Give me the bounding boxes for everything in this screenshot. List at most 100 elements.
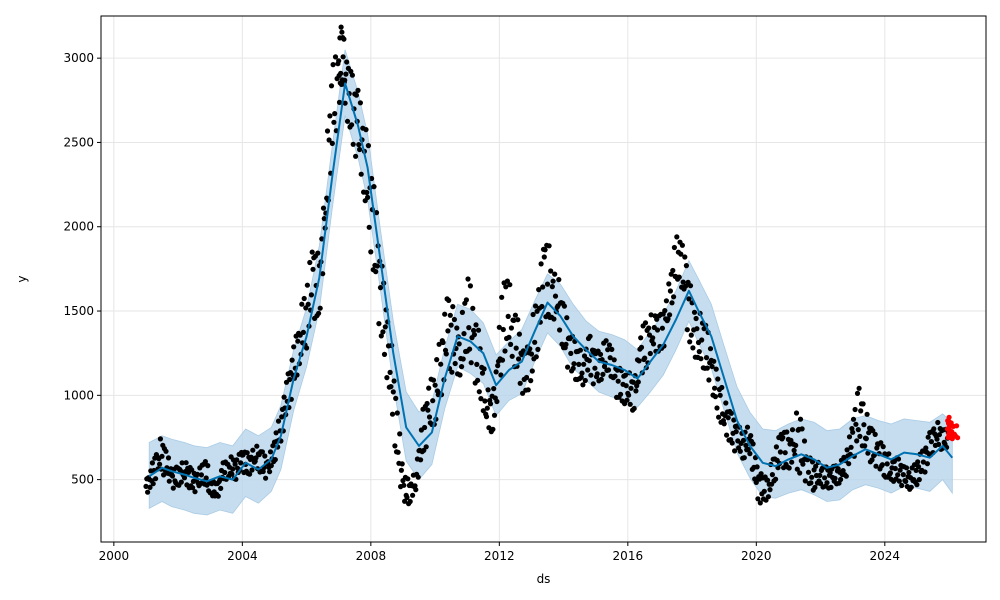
observed-point: [446, 297, 452, 303]
observed-point: [388, 384, 394, 390]
y-tick-label: 2000: [63, 220, 94, 234]
observed-point: [897, 467, 903, 473]
observed-point: [873, 463, 879, 469]
observed-point: [183, 460, 189, 466]
observed-point: [712, 385, 718, 391]
observed-point: [536, 287, 542, 293]
observed-point: [342, 77, 348, 83]
observed-point: [630, 379, 637, 385]
observed-point: [498, 372, 504, 378]
observed-point: [744, 424, 751, 430]
observed-point: [892, 465, 898, 472]
observed-point: [741, 455, 747, 461]
observed-point: [761, 488, 767, 494]
observed-point: [515, 317, 521, 323]
observed-point: [304, 282, 310, 288]
observed-point: [320, 205, 327, 211]
observed-point: [707, 346, 714, 352]
observed-point: [866, 430, 872, 436]
observed-point: [544, 281, 551, 287]
observed-point: [496, 324, 502, 330]
observed-point: [615, 378, 621, 384]
observed-point: [732, 448, 738, 454]
observed-point: [528, 378, 534, 384]
observed-points: [143, 24, 951, 507]
observed-point: [789, 427, 796, 433]
observed-point: [169, 473, 176, 479]
observed-point: [714, 405, 720, 411]
observed-point: [784, 429, 790, 435]
observed-point: [650, 341, 657, 347]
observed-point: [368, 249, 374, 255]
observed-point: [327, 113, 333, 119]
observed-point: [532, 339, 538, 345]
observed-point: [404, 494, 410, 501]
observed-point: [249, 467, 255, 473]
observed-point: [592, 365, 598, 371]
observed-point: [724, 432, 730, 438]
x-tick-label: 2016: [613, 549, 644, 563]
observed-point: [394, 410, 400, 416]
observed-point: [203, 475, 209, 481]
observed-point: [328, 83, 335, 89]
observed-point: [442, 311, 448, 317]
observed-point: [475, 327, 482, 333]
observed-point: [665, 316, 671, 322]
observed-point: [794, 466, 800, 472]
observed-point: [505, 313, 511, 319]
observed-point: [493, 369, 499, 375]
observed-point: [500, 326, 506, 333]
y-axis-title: y: [15, 275, 29, 282]
observed-point: [321, 216, 327, 222]
observed-point: [512, 312, 519, 318]
observed-point: [326, 137, 332, 143]
observed-point: [218, 485, 224, 491]
observed-point: [687, 339, 693, 345]
observed-point: [382, 324, 388, 330]
observed-point: [163, 448, 169, 454]
observed-point: [473, 322, 479, 328]
observed-point: [482, 398, 488, 404]
observed-point: [824, 480, 830, 486]
observed-point: [713, 366, 719, 372]
observed-point: [153, 476, 159, 482]
observed-point: [436, 341, 442, 347]
observed-point: [465, 276, 471, 282]
observed-point: [870, 428, 876, 434]
observed-point: [754, 464, 760, 470]
observed-point: [376, 321, 382, 327]
observed-point: [565, 364, 571, 370]
observed-point: [728, 410, 735, 416]
observed-point: [287, 376, 293, 383]
observed-point: [336, 99, 343, 105]
observed-point: [418, 457, 424, 463]
observed-point: [568, 350, 574, 356]
observed-point: [143, 483, 149, 489]
observed-point: [597, 351, 604, 357]
observed-point: [229, 471, 235, 477]
observed-point: [899, 482, 905, 489]
observed-point: [855, 427, 861, 433]
observed-point: [612, 373, 618, 379]
observed-point: [190, 485, 196, 491]
observed-point: [222, 469, 228, 476]
observed-point: [541, 254, 547, 260]
observed-point: [848, 444, 854, 450]
observed-point: [920, 459, 927, 465]
observed-point: [623, 383, 629, 389]
observed-point: [349, 72, 355, 78]
observed-point: [590, 381, 596, 387]
observed-point: [308, 292, 314, 298]
observed-point: [578, 374, 584, 380]
observed-point: [447, 312, 453, 318]
observed-point: [398, 467, 404, 473]
observed-point: [304, 345, 310, 351]
observed-point: [253, 455, 259, 461]
observed-point: [704, 365, 710, 371]
observed-point: [529, 368, 535, 374]
observed-point: [481, 366, 487, 372]
observed-point: [923, 445, 929, 451]
observed-point: [471, 327, 477, 334]
observed-point: [812, 484, 818, 491]
